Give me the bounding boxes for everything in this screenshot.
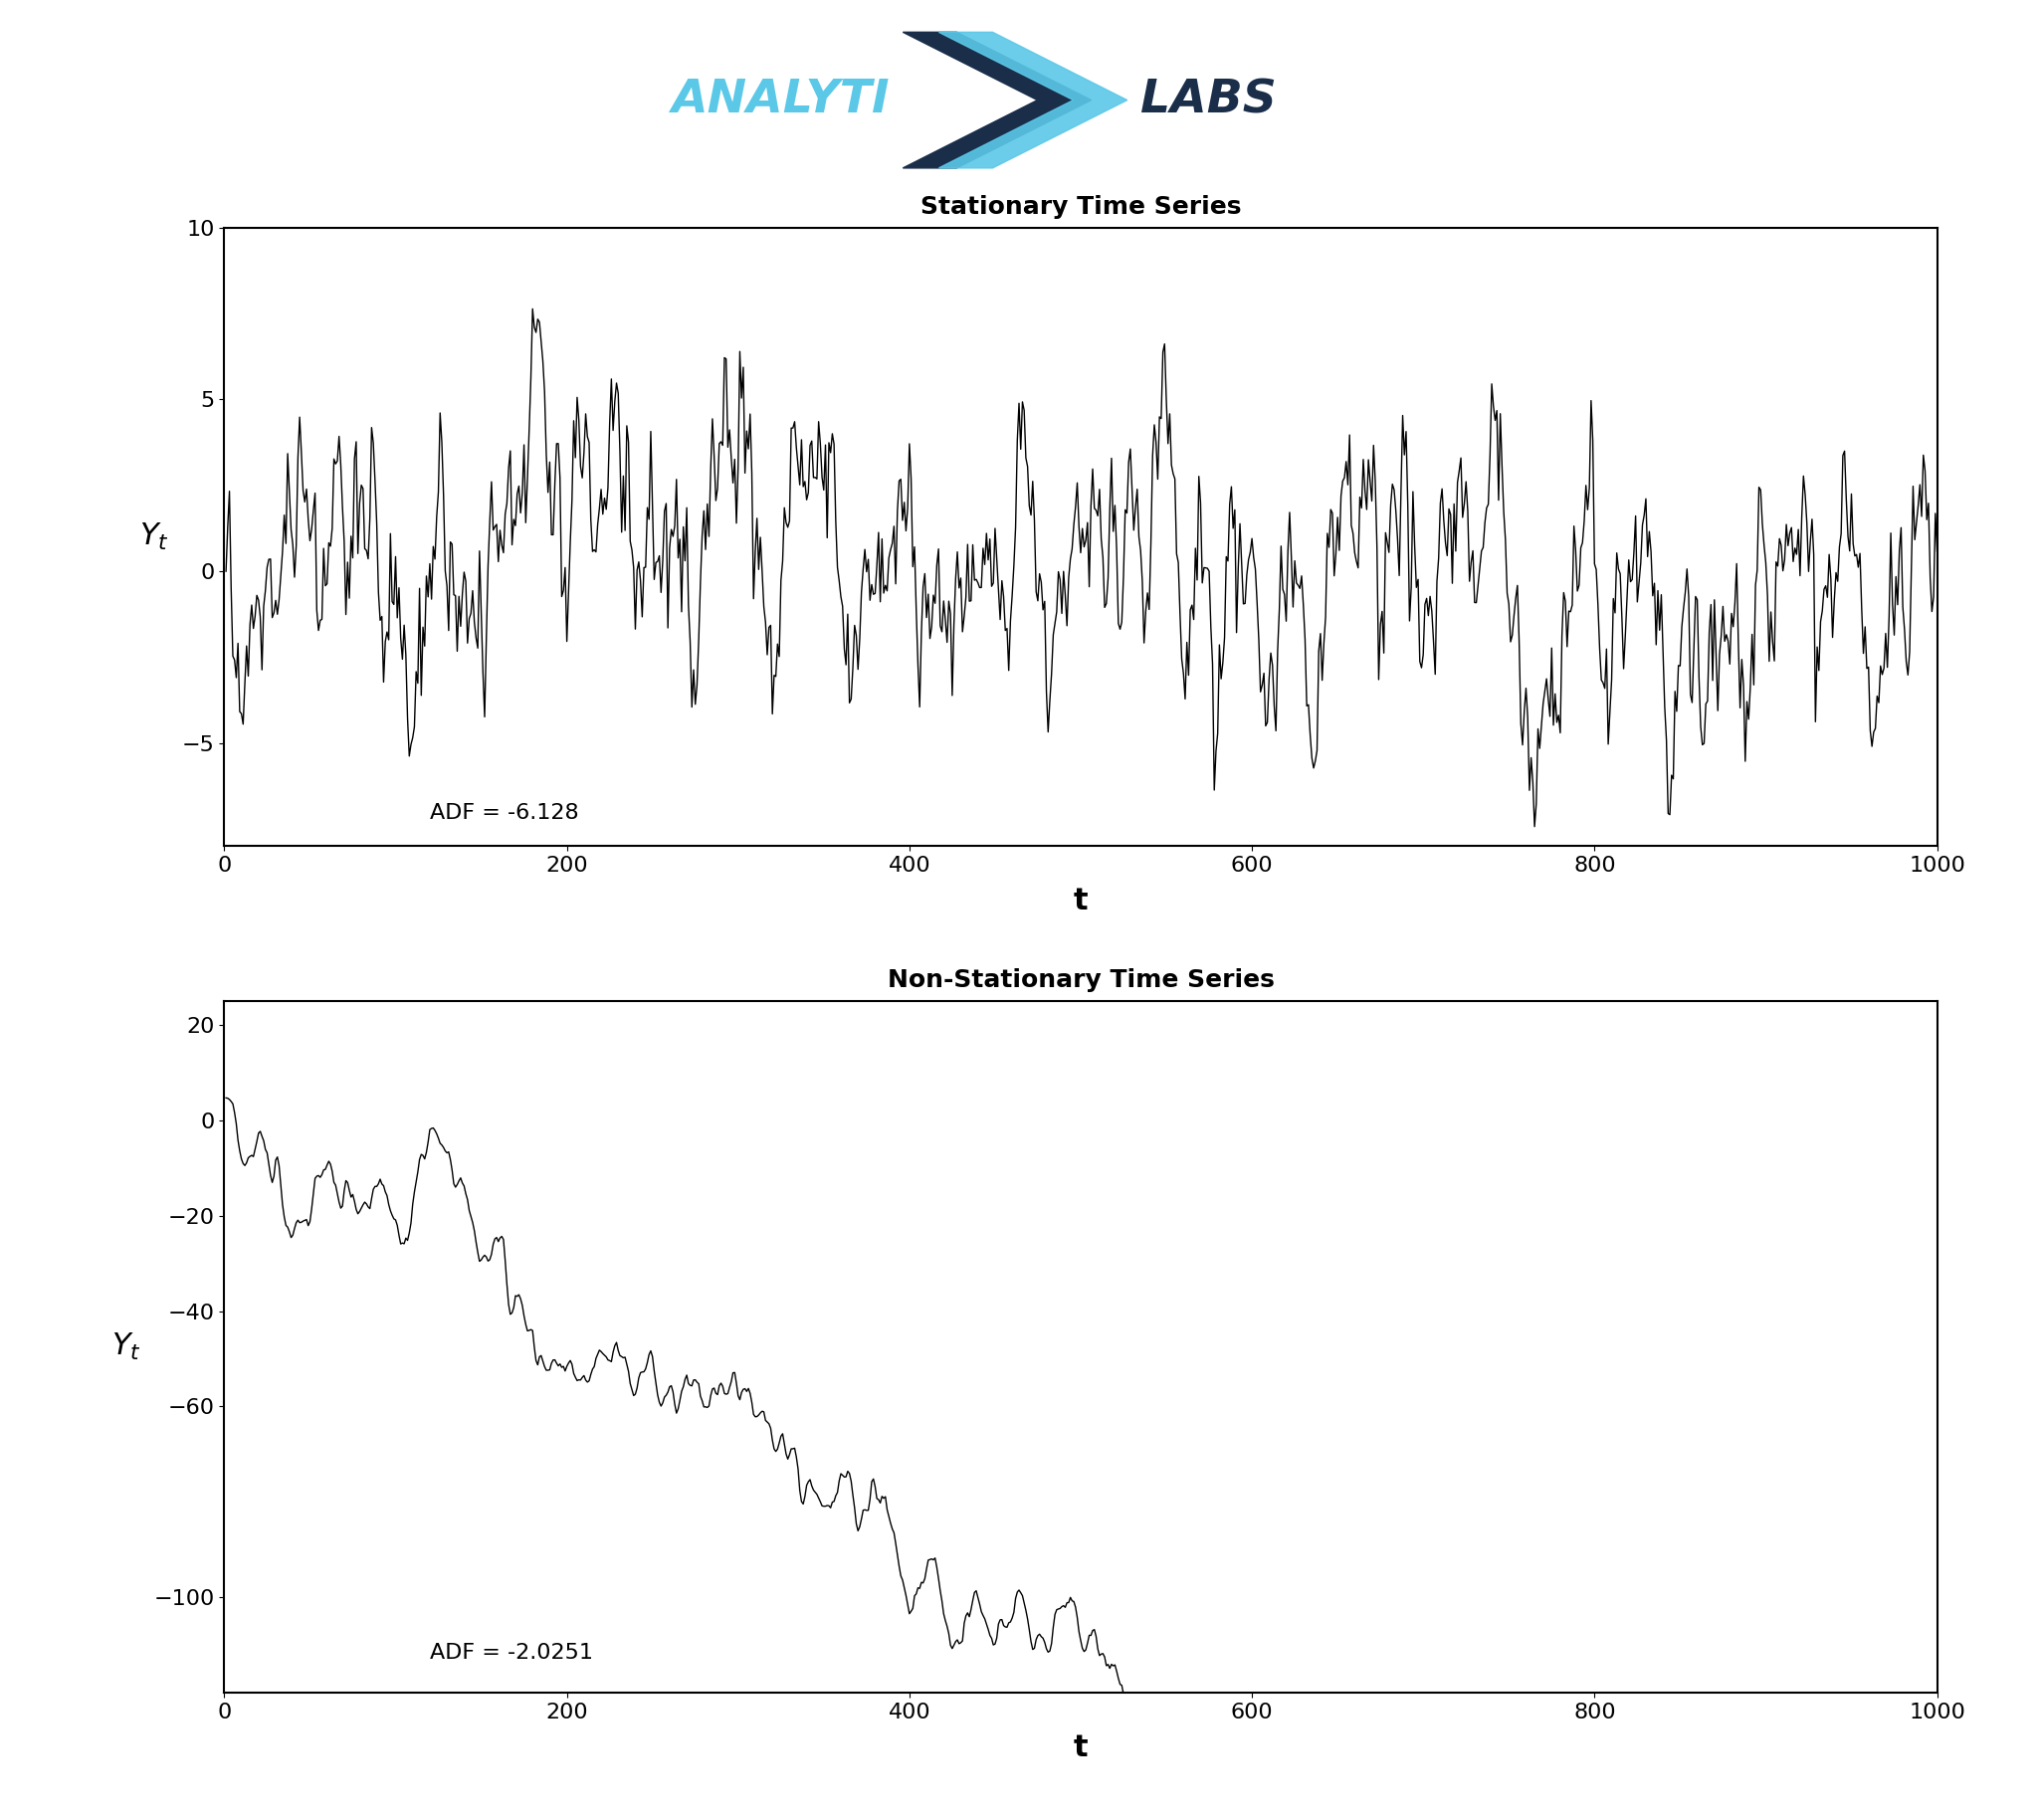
Y-axis label: $Y_t$: $Y_t$ <box>112 1330 141 1363</box>
Text: LABS: LABS <box>1140 78 1276 122</box>
Y-axis label: $Y_t$: $Y_t$ <box>139 521 169 553</box>
Title: Stationary Time Series: Stationary Time Series <box>920 195 1242 218</box>
Polygon shape <box>903 33 1091 167</box>
Title: Non-Stationary Time Series: Non-Stationary Time Series <box>887 968 1274 992</box>
Text: ANALYTI: ANALYTI <box>671 78 889 122</box>
Text: ADF = -6.128: ADF = -6.128 <box>430 803 579 823</box>
Text: ADF = -2.0251: ADF = -2.0251 <box>430 1643 593 1663</box>
X-axis label: t: t <box>1073 886 1089 915</box>
X-axis label: t: t <box>1073 1733 1089 1762</box>
Polygon shape <box>938 33 1128 167</box>
